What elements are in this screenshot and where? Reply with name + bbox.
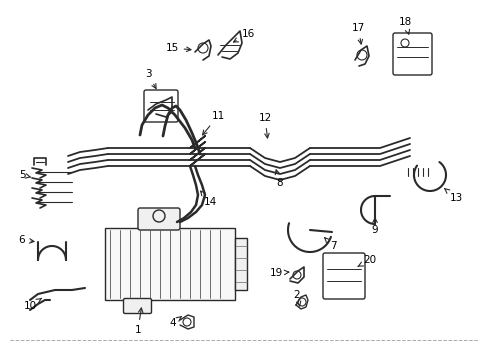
Text: 11: 11 [202,111,224,135]
Text: 18: 18 [398,17,411,34]
Text: 5: 5 [19,170,31,180]
Text: 10: 10 [23,298,41,311]
Text: 12: 12 [258,113,271,138]
Text: 1: 1 [134,308,142,335]
Bar [105,228,235,300]
Bar [235,238,246,290]
Text: 15: 15 [165,43,191,53]
Text: 9: 9 [371,218,378,235]
Text: 4: 4 [169,316,181,328]
Text: 8: 8 [275,170,283,188]
Text: 3: 3 [144,69,156,89]
FancyBboxPatch shape [323,253,364,299]
FancyBboxPatch shape [392,33,431,75]
FancyBboxPatch shape [143,90,178,122]
Text: 2: 2 [293,290,300,306]
Text: 14: 14 [200,191,216,207]
Text: 20: 20 [357,255,376,266]
Text: 13: 13 [444,188,462,203]
Text: 17: 17 [351,23,364,44]
Text: 7: 7 [324,238,336,251]
FancyBboxPatch shape [123,298,151,314]
Text: 19: 19 [269,268,288,278]
FancyBboxPatch shape [138,208,180,230]
Text: 6: 6 [19,235,34,245]
Text: 16: 16 [233,29,254,42]
